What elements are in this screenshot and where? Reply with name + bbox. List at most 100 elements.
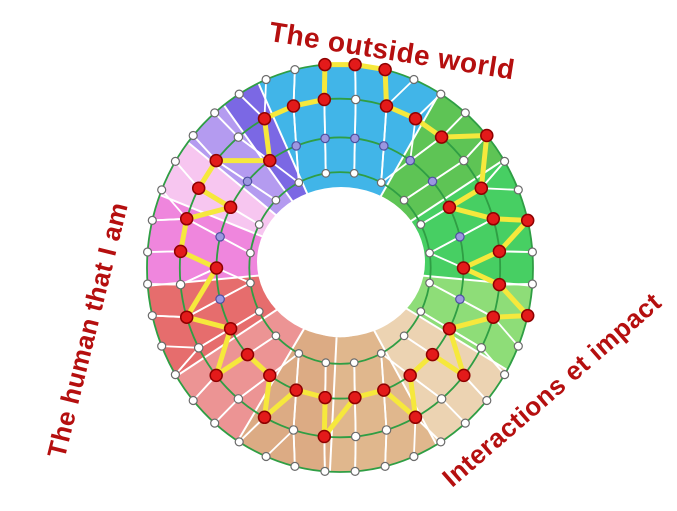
mesh-line (384, 429, 388, 467)
red-node (520, 308, 535, 323)
mesh-line (429, 282, 461, 300)
node (476, 342, 487, 353)
node (416, 220, 426, 229)
node (215, 294, 225, 304)
sector-border-line (257, 82, 314, 206)
red-node (257, 111, 272, 126)
red-node (480, 128, 494, 143)
red-node (223, 321, 238, 336)
node (381, 425, 392, 435)
ring-ellipse (178, 97, 502, 439)
mesh-line (432, 159, 465, 183)
node (409, 74, 419, 85)
red-node (403, 368, 417, 383)
node (349, 358, 359, 368)
mesh-line (161, 345, 199, 349)
red-node (318, 390, 332, 405)
red-node (377, 383, 391, 397)
node (350, 94, 361, 105)
node (378, 141, 389, 151)
mesh-line (265, 429, 295, 458)
red-node (434, 130, 449, 144)
node (460, 108, 470, 118)
node (376, 349, 386, 358)
mesh-line (295, 145, 300, 183)
red-node (223, 200, 238, 215)
red-node (442, 321, 457, 336)
node (460, 418, 470, 428)
red-node (179, 212, 194, 226)
node (147, 311, 157, 321)
red-node (425, 347, 440, 362)
sector-border-line (395, 159, 505, 233)
node (210, 418, 220, 428)
node (210, 108, 220, 118)
node (425, 278, 435, 288)
red-node (474, 181, 489, 195)
node (271, 331, 281, 341)
node (427, 176, 438, 187)
node (376, 178, 386, 188)
mesh-line (409, 118, 417, 161)
red-node (492, 277, 507, 292)
red-node (317, 92, 332, 107)
node (271, 195, 281, 205)
node (405, 155, 415, 166)
red-node (486, 310, 501, 324)
node (320, 466, 330, 476)
mesh-line (147, 283, 181, 286)
node (321, 168, 331, 178)
node (455, 294, 465, 304)
node (436, 437, 446, 447)
node (175, 279, 186, 290)
red-node (486, 212, 501, 226)
node (233, 394, 244, 404)
mesh-line (292, 429, 296, 467)
mesh-line (380, 145, 385, 183)
node (143, 247, 153, 257)
node (399, 331, 409, 341)
mesh-line (219, 282, 251, 300)
red-node (456, 261, 471, 275)
sector-border-line (236, 326, 307, 442)
node (320, 133, 330, 144)
sector-border-line (328, 337, 338, 472)
red-node (263, 153, 277, 168)
red-node (378, 62, 392, 77)
red-node (173, 244, 188, 259)
red-node (408, 410, 423, 425)
mesh-line (247, 180, 277, 201)
node (321, 358, 331, 368)
red-node (289, 383, 303, 397)
ring-ellipse (248, 171, 432, 365)
node (254, 307, 264, 316)
node (513, 185, 523, 195)
node (294, 178, 304, 188)
node (157, 185, 167, 195)
mesh-line (354, 99, 357, 139)
node (291, 141, 301, 151)
mesh-line (324, 138, 327, 174)
mesh-line (480, 347, 506, 376)
sector-border-line (159, 193, 280, 245)
red-node (179, 310, 194, 324)
node (500, 370, 510, 380)
node (261, 74, 271, 85)
red-node (209, 261, 224, 275)
mesh-line (214, 398, 240, 424)
node (234, 89, 244, 99)
red-node (457, 368, 471, 383)
red-node (209, 153, 223, 168)
node (242, 176, 253, 187)
mesh-line (219, 236, 251, 254)
node (245, 278, 255, 288)
mesh-line (429, 236, 461, 254)
node (188, 130, 198, 141)
sector-border-line (372, 92, 441, 210)
red-node (520, 213, 535, 228)
node (170, 156, 180, 166)
donut-hole (257, 187, 425, 337)
node (350, 466, 360, 476)
red-node (191, 181, 206, 195)
